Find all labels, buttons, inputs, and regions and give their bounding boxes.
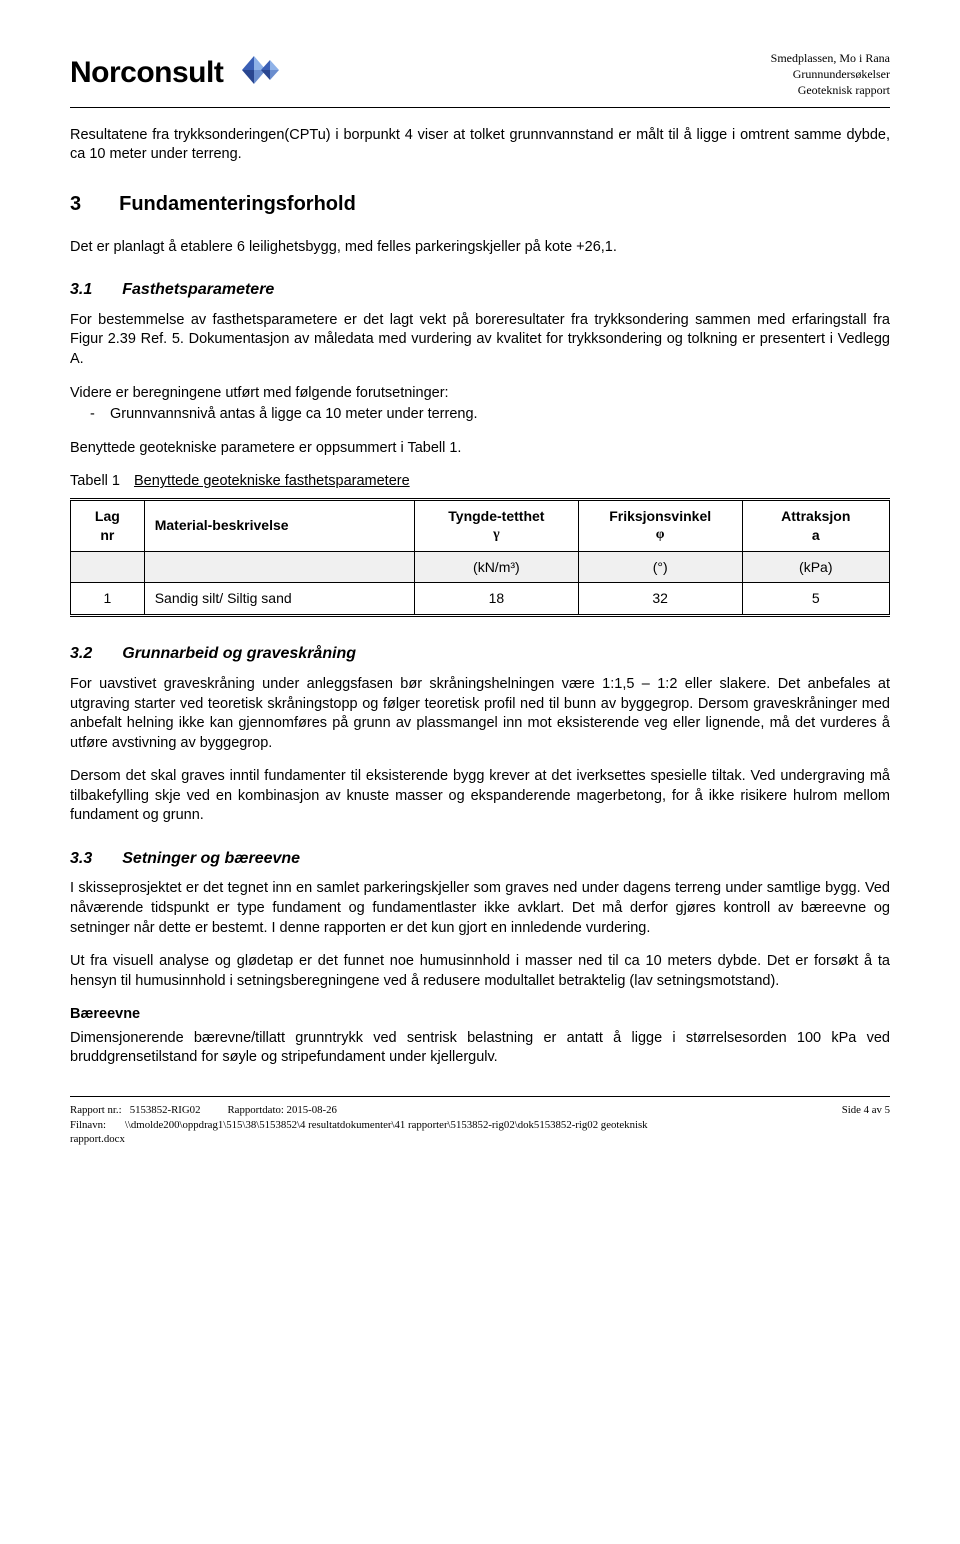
document-body: Resultatene fra trykksonderingen(CPTu) i… <box>70 126 890 1068</box>
cell: 18 <box>414 583 578 616</box>
th-tetthet: Tyngde-tetthet <box>425 507 568 526</box>
table-caption-text: Benyttede geotekniske fasthetsparametere <box>134 472 410 492</box>
page-number: Side 4 av 5 <box>842 1103 890 1118</box>
header-meta-line: Grunnundersøkelser <box>771 66 890 82</box>
paragraph: Benyttede geotekniske parametere er opps… <box>70 439 890 459</box>
heading-text: Fasthetsparametere <box>122 279 274 301</box>
heading-text: Fundamenteringsforhold <box>119 191 356 218</box>
paragraph: I skisseprosjektet er det tegnet inn en … <box>70 879 890 938</box>
paragraph: Dimensjonerende bærevne/tillatt grunntry… <box>70 1029 890 1068</box>
header-meta-line: Geoteknisk rapport <box>771 82 890 98</box>
table-row: 1 Sandig silt/ Siltig sand 18 32 5 <box>71 583 890 616</box>
paragraph: Videre er beregningene utført med følgen… <box>70 384 890 404</box>
footer-value: 5153852-RIG02 <box>130 1104 201 1116</box>
logo-text: Norconsult <box>70 56 223 90</box>
page-header: Norconsult <box>70 50 890 108</box>
th-lag-nr-2: nr <box>81 526 134 545</box>
unit-cell: (°) <box>578 551 742 583</box>
unit-cell: (kPa) <box>742 551 889 583</box>
heading-text: Grunnarbeid og graveskråning <box>122 643 356 665</box>
heading-3-3: 3.3 Setninger og bæreevne <box>70 848 890 870</box>
footer-left: Rapport nr.: 5153852-RIG02 Rapportdato: … <box>70 1103 832 1147</box>
heading-3-1: 3.1 Fasthetsparametere <box>70 279 890 301</box>
footer-label: Rapport nr.: <box>70 1104 122 1116</box>
parameters-table: Lag nr Material-beskrivelse Tyngde-tetth… <box>70 498 890 618</box>
paragraph: Det er planlagt å etablere 6 leilighetsb… <box>70 238 890 258</box>
sub-heading-baereevne: Bæreevne <box>70 1005 890 1025</box>
page-footer: Rapport nr.: 5153852-RIG02 Rapportdato: … <box>70 1096 890 1147</box>
table-header-row: Lag nr Material-beskrivelse Tyngde-tetth… <box>71 499 890 551</box>
logo-icon <box>229 54 279 86</box>
footer-right: Side 4 av 5 <box>842 1103 890 1147</box>
th-phi: φ <box>589 526 732 545</box>
cell: 5 <box>742 583 889 616</box>
logo-block: Norconsult <box>70 50 279 90</box>
header-meta-line: Smedplassen, Mo i Rana <box>771 50 890 66</box>
paragraph: Ut fra visuell analyse og glødetap er de… <box>70 952 890 991</box>
paragraph: For bestemmelse av fasthetsparametere er… <box>70 311 890 370</box>
th-gamma: γ <box>425 526 568 545</box>
heading-number: 3.3 <box>70 848 92 870</box>
footer-label: Filnavn: <box>70 1119 106 1131</box>
table-caption: Tabell 1 Benyttede geotekniske fasthetsp… <box>70 472 890 492</box>
heading-number: 3 <box>70 191 81 218</box>
th-material: Material-beskrivelse <box>144 499 414 551</box>
paragraph: Dersom det skal graves inntil fundamente… <box>70 767 890 826</box>
footer-path: rapport.docx <box>70 1132 832 1147</box>
th-a: a <box>753 526 879 545</box>
table-caption-label: Tabell 1 <box>70 472 120 492</box>
footer-value: Rapportdato: 2015-08-26 <box>227 1104 336 1116</box>
bullet-item: Grunnvannsnivå antas å ligge ca 10 meter… <box>70 405 890 425</box>
heading-3-2: 3.2 Grunnarbeid og graveskråning <box>70 643 890 665</box>
cell: 1 <box>71 583 145 616</box>
th-lag-nr-1: Lag <box>81 507 134 526</box>
page: Norconsult <box>0 0 960 1177</box>
heading-3: 3 Fundamenteringsforhold <box>70 191 890 218</box>
th-friksjon: Friksjonsvinkel <box>589 507 732 526</box>
heading-number: 3.1 <box>70 279 92 301</box>
paragraph: Resultatene fra trykksonderingen(CPTu) i… <box>70 126 890 165</box>
table-units-row: (kN/m³) (°) (kPa) <box>71 551 890 583</box>
unit-cell: (kN/m³) <box>414 551 578 583</box>
footer-path: \\dmolde200\oppdrag1\515\38\5153852\4 re… <box>125 1119 648 1131</box>
header-meta: Smedplassen, Mo i Rana Grunnundersøkelse… <box>771 50 890 99</box>
cell: Sandig silt/ Siltig sand <box>144 583 414 616</box>
cell: 32 <box>578 583 742 616</box>
heading-number: 3.2 <box>70 643 92 665</box>
heading-text: Setninger og bæreevne <box>122 848 300 870</box>
paragraph: For uavstivet graveskråning under anlegg… <box>70 675 890 753</box>
th-attraksjon: Attraksjon <box>753 507 879 526</box>
